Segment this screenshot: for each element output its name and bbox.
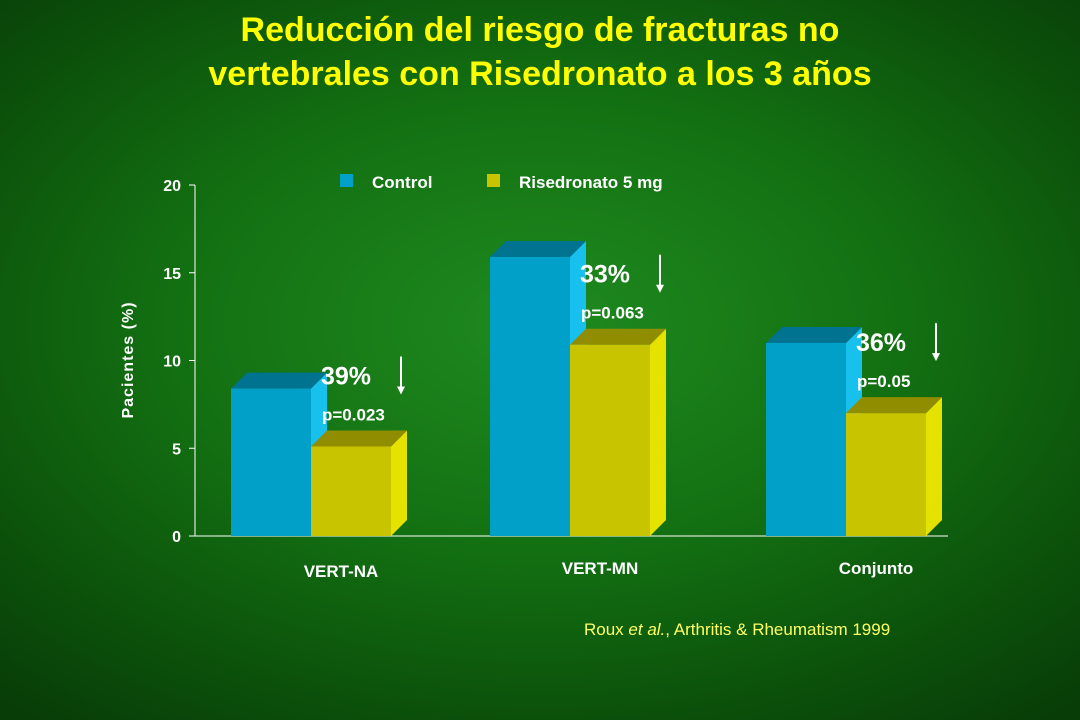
- bar-risedronato-vert-mn-top: [570, 328, 666, 345]
- bar-risedronato-conjunto-top: [846, 397, 942, 414]
- down-arrow-head-icon: [656, 284, 664, 293]
- bar-control-vert-na: [231, 388, 311, 536]
- bar-risedronato-vert-mn: [570, 344, 650, 536]
- y-tick-label: 0: [172, 529, 181, 546]
- bar-risedronato-vert-na: [311, 446, 391, 536]
- p-value-label: p=0.05: [857, 372, 910, 391]
- reduction-label: 39%: [321, 362, 371, 390]
- bar-risedronato-vert-na-top: [311, 430, 407, 447]
- y-axis-label: Pacientes (%): [120, 301, 137, 418]
- x-tick-label: VERT-NA: [304, 562, 379, 581]
- citation-source: , Arthritis & Rheumatism 1999: [665, 620, 891, 639]
- down-arrow-head-icon: [932, 353, 940, 362]
- y-tick-label: 10: [163, 354, 181, 371]
- bar-risedronato-conjunto: [846, 413, 926, 536]
- citation-author: Roux: [584, 620, 624, 639]
- reduction-label: 33%: [580, 261, 630, 289]
- bar-control-conjunto-top: [766, 326, 862, 343]
- legend-label-1: Control: [372, 173, 432, 192]
- legend-swatch-1: [340, 174, 353, 187]
- p-value-label: p=0.063: [581, 304, 644, 323]
- bar-risedronato-vert-mn-side: [650, 328, 666, 536]
- citation: Roux et al., Arthritis & Rheumatism 1999: [584, 620, 890, 640]
- bar-control-vert-na-top: [231, 372, 327, 389]
- y-tick-label: 20: [163, 178, 181, 195]
- y-tick-label: 15: [163, 266, 181, 283]
- bar-risedronato-conjunto-side: [926, 397, 942, 536]
- title-line-2: vertebrales con Risedronato a los 3 años: [208, 55, 872, 93]
- reduction-label: 36%: [856, 329, 906, 357]
- chart-title: Reducción del riesgo de fracturas no ver…: [0, 8, 1080, 96]
- citation-etal: et al.: [628, 620, 666, 639]
- x-tick-label: VERT-MN: [562, 559, 639, 578]
- bar-control-conjunto: [766, 342, 846, 536]
- bar-risedronato-vert-na-side: [391, 430, 407, 536]
- legend-label-2: Risedronato 5 mg: [519, 173, 663, 192]
- x-tick-label: Conjunto: [839, 559, 914, 578]
- legend-swatch-2: [487, 174, 500, 187]
- title-line-1: Reducción del riesgo de fracturas no: [240, 11, 840, 49]
- bar-control-vert-mn: [490, 256, 570, 536]
- y-tick-label: 5: [172, 441, 181, 458]
- p-value-label: p=0.023: [322, 405, 385, 424]
- down-arrow-head-icon: [397, 386, 405, 395]
- bar-control-vert-mn-top: [490, 240, 586, 257]
